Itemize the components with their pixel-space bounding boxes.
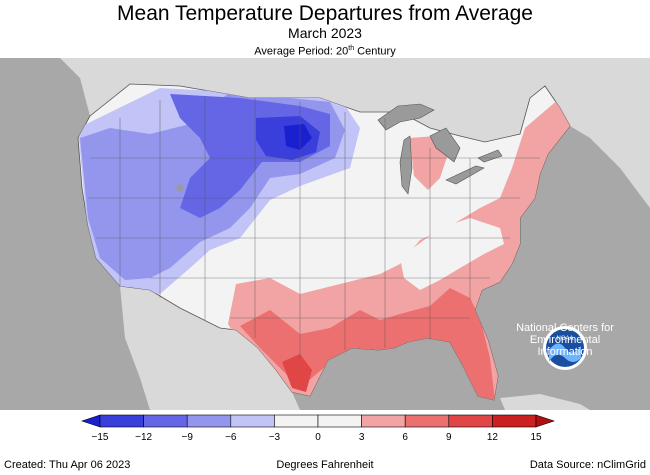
legend-swatch	[492, 414, 537, 428]
legend-swatch	[99, 414, 144, 428]
legend-arrow-low	[81, 414, 101, 428]
average-period-prefix: Average Period: 20	[254, 45, 349, 58]
legend-swatch	[361, 414, 406, 428]
average-period: Average Period: 20th Century	[0, 42, 650, 59]
legend-tick-label: 0	[315, 432, 321, 443]
color-legend: −15 −12 −9 −6 −3 0 3 6 9 12 15	[81, 414, 555, 443]
legend-tick-label: −9	[181, 432, 193, 443]
mexico-land	[120, 286, 300, 410]
created-date: Created: Thu Apr 06 2023	[4, 459, 131, 471]
units-label: Degrees Fahrenheit	[276, 459, 374, 471]
data-source: Data Source: nClimGrid	[529, 459, 646, 471]
lake-superior	[377, 103, 435, 131]
canada-land	[60, 58, 650, 208]
map-subtitle: March 2023	[288, 25, 362, 41]
map-title: Mean Temperature Departures from Average	[117, 2, 533, 25]
legend-swatch	[404, 414, 450, 428]
legend-swatch	[143, 414, 188, 428]
lake-michigan	[399, 135, 413, 195]
legend-swatch	[274, 414, 319, 428]
lake-huron	[429, 127, 461, 163]
legend-tick-label: 6	[402, 432, 408, 443]
lake-ontario	[477, 149, 503, 163]
legend-tick-label: 12	[487, 432, 499, 443]
legend-swatch	[317, 414, 362, 428]
legend-tick-label: −15	[92, 432, 109, 443]
great-salt-lake	[176, 184, 184, 192]
noaa-logo: NOAA	[543, 326, 587, 370]
legend-tick-label: −12	[135, 432, 152, 443]
cuba-land	[500, 394, 590, 410]
ncei-line-1: National Centers for	[516, 322, 614, 334]
ncei-line-3: Information	[537, 346, 593, 358]
legend-swatch	[186, 414, 232, 428]
legend-tick-label: 3	[359, 432, 365, 443]
legend-tick-label: 15	[530, 432, 542, 443]
cool-region-strongest	[284, 124, 312, 150]
ncei-label: National Centers for Environmental Infor…	[510, 322, 620, 358]
warm-region-strong	[282, 354, 312, 392]
legend-swatch	[230, 414, 275, 428]
lake-erie	[445, 165, 485, 185]
average-period-sup: th	[348, 45, 355, 52]
legend-tick-label: −6	[225, 432, 237, 443]
noaa-logo-text: NOAA	[556, 336, 573, 342]
legend-tick-label: −3	[269, 432, 281, 443]
noaa-logo-gull	[549, 343, 581, 362]
temperature-departure-map: NOAA	[0, 58, 650, 410]
legend-tick-label: 9	[446, 432, 452, 443]
state-borders	[88, 96, 540, 358]
legend-arrow-high	[535, 414, 555, 428]
neutral-appalachia	[400, 218, 504, 290]
legend-swatch	[448, 414, 493, 428]
average-period-suffix: Century	[354, 45, 396, 58]
ncei-line-2: Environmental	[529, 334, 601, 346]
